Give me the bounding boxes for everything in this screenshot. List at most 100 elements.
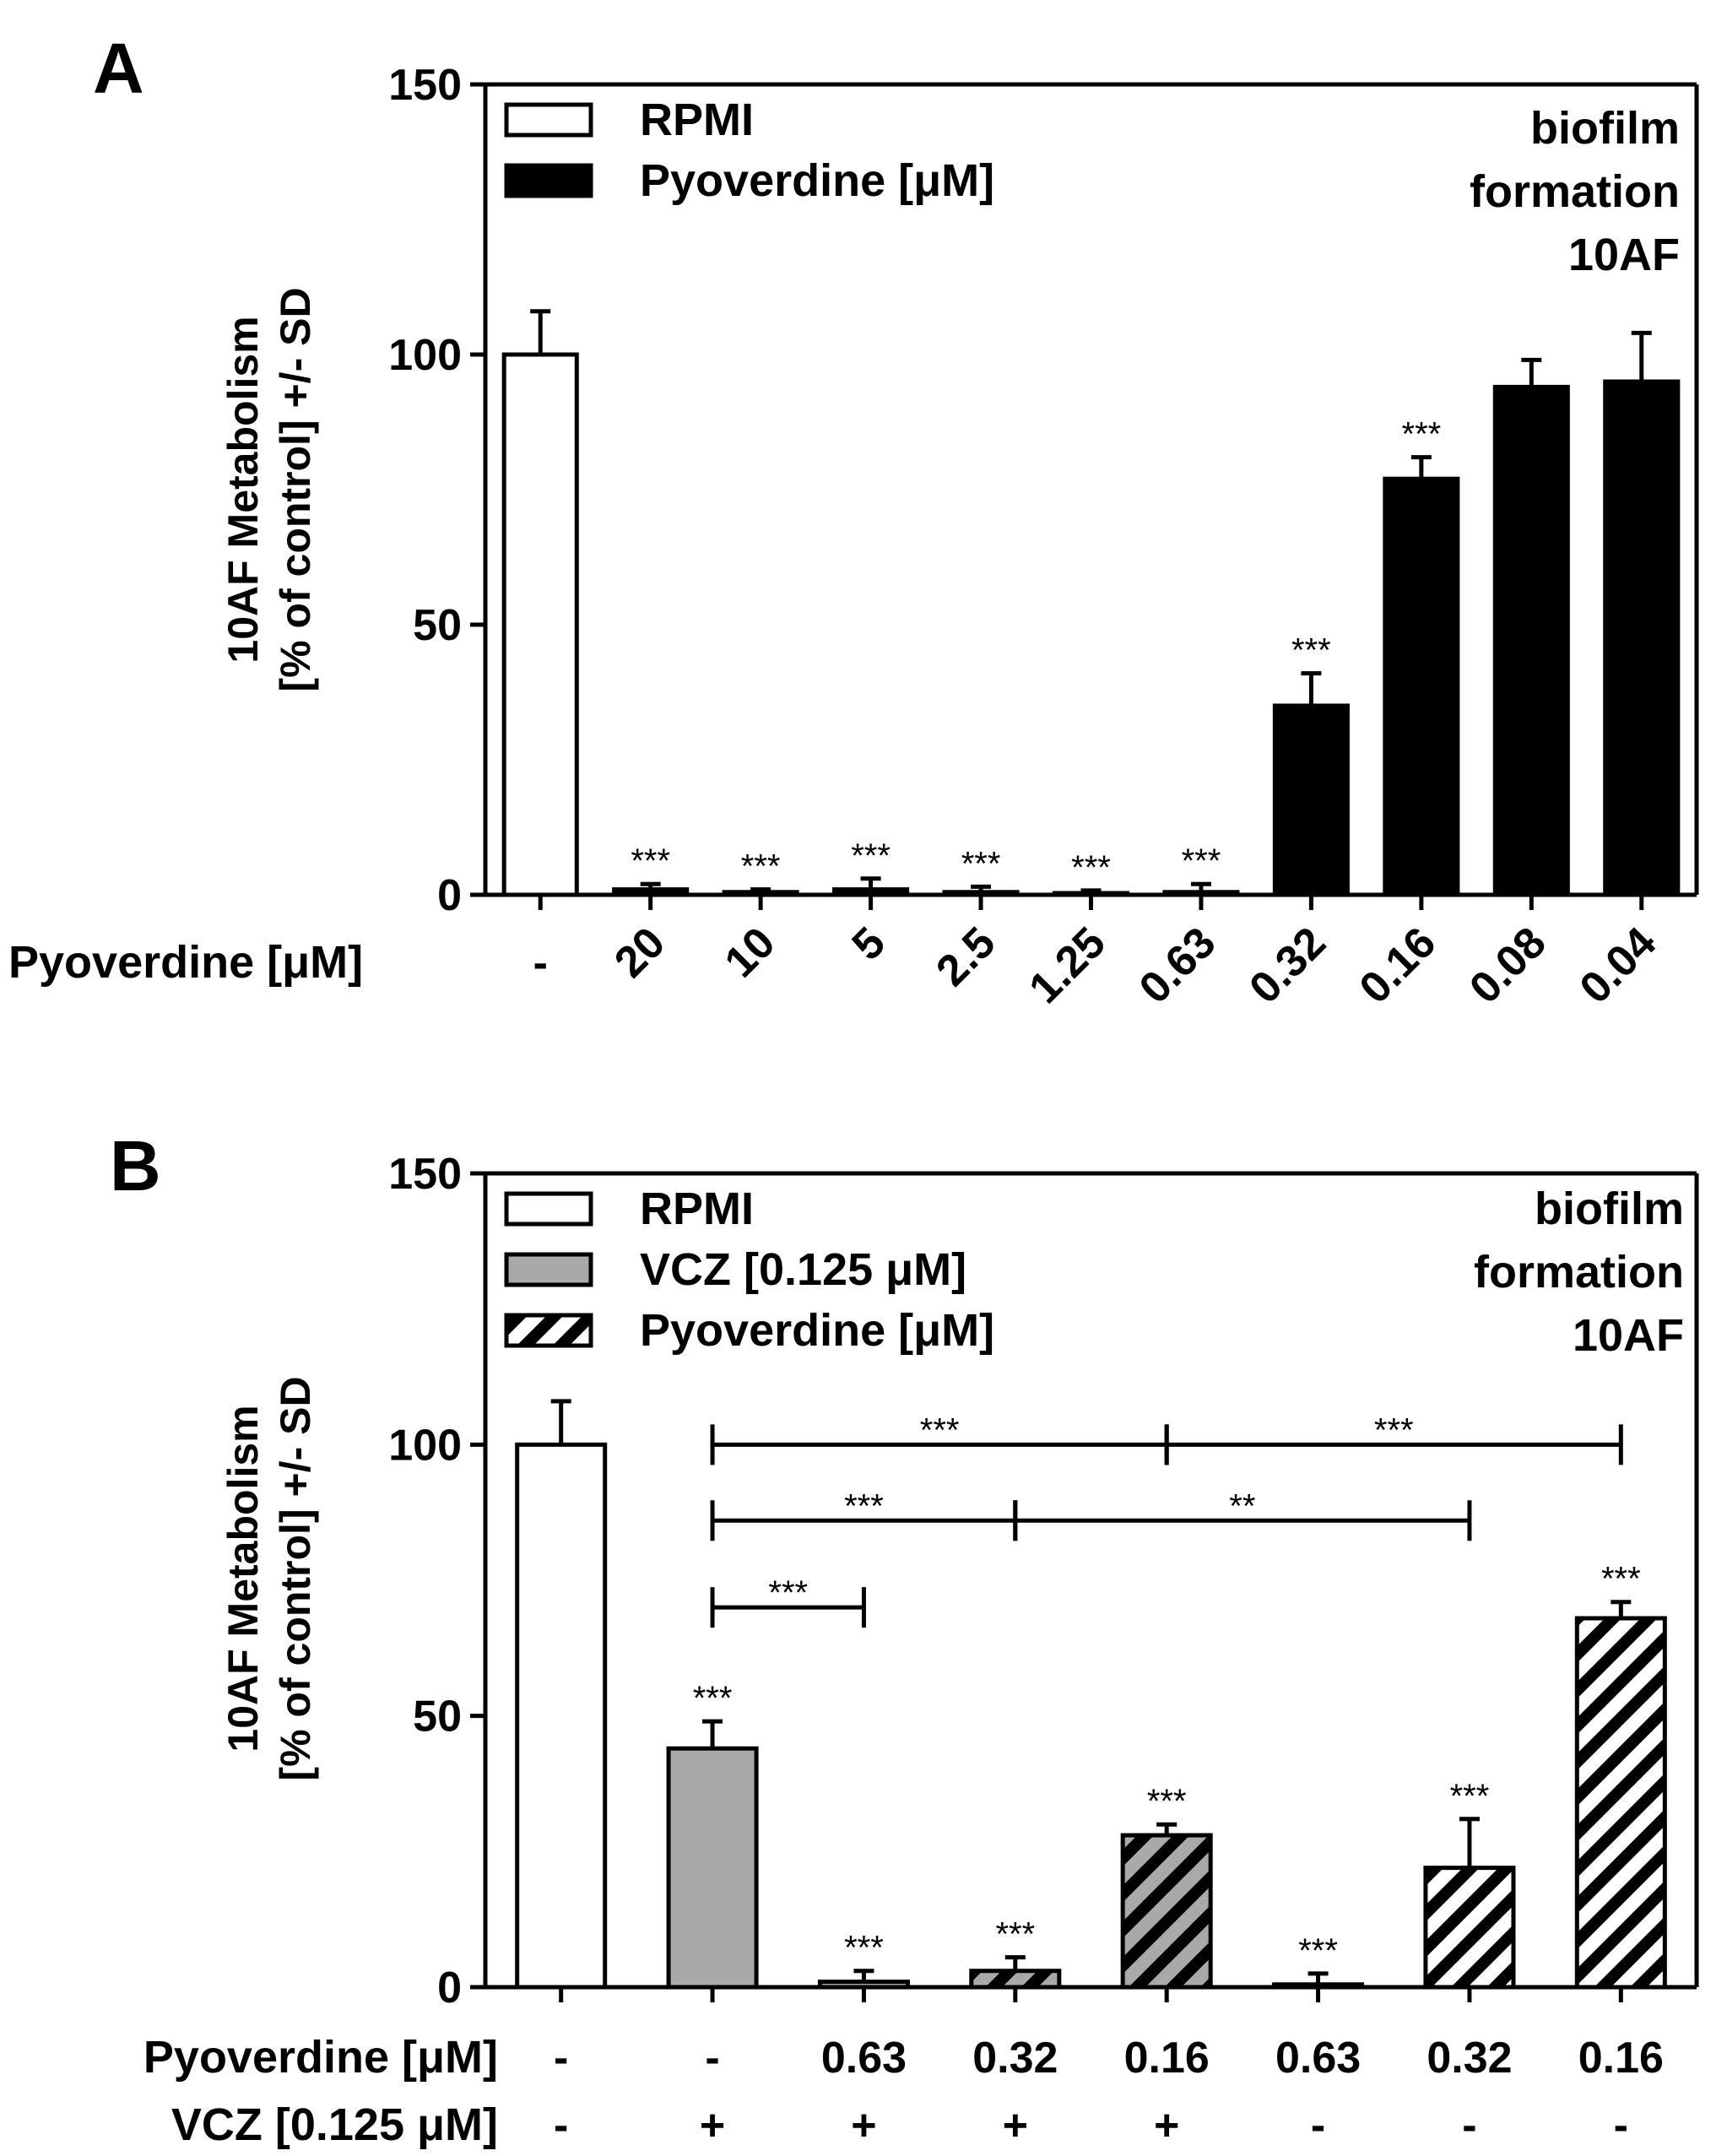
bar-4 <box>1120 1833 1213 1990</box>
condition-value-0-6: 0.32 <box>1427 2034 1512 2083</box>
condition-row-label-0: Pyoverdine [μM] <box>143 2032 498 2083</box>
significance-3: *** <box>851 837 891 875</box>
condition-value-0-3: 0.32 <box>972 2034 1058 2083</box>
condition-value-1-4: + <box>1154 2101 1179 2150</box>
bar-5 <box>1272 1982 1365 1990</box>
panel-b-plot: 0 50 100 150 *** *** *** *** *** *** *** RPMI VCZ [0… <box>143 1150 1699 2150</box>
comparison-label-4: *** <box>768 1574 808 1612</box>
significance-4: *** <box>961 845 1001 882</box>
legend-swatch-0 <box>504 1191 593 1227</box>
y-tick-label-1: 50 <box>413 1693 462 1742</box>
bar-3 <box>832 887 910 897</box>
panel-b-ylabel-line2: [% of control] +/- SD <box>272 1376 319 1780</box>
annotation-line-0: biofilm <box>1535 1184 1684 1234</box>
legend-swatch-2 <box>504 1313 593 1348</box>
condition-value-0-0: - <box>554 2034 568 2083</box>
panel-b: B 10AF Metabolism [% of control] +/- SD … <box>110 1126 1699 2150</box>
bar-6 <box>1423 1866 1516 1990</box>
annotation-line-0: biofilm <box>1530 103 1680 154</box>
x-category-8: 0.16 <box>1351 918 1446 1013</box>
significance-6: *** <box>1450 1778 1490 1815</box>
significance-7: *** <box>1601 1561 1641 1598</box>
x-category-2: 10 <box>716 918 785 987</box>
significance-3: *** <box>995 1916 1035 1953</box>
bar-8 <box>1383 476 1460 897</box>
annotation-line-1: formation <box>1474 1247 1684 1297</box>
significance-5: *** <box>1298 1932 1338 1969</box>
x-category-7: 0.32 <box>1240 918 1335 1013</box>
x-category-5: 1.25 <box>1020 918 1115 1013</box>
bar-6 <box>1162 890 1240 897</box>
condition-value-1-1: + <box>700 2101 725 2150</box>
condition-value-1-7: - <box>1614 2101 1628 2150</box>
significance-6: *** <box>1182 842 1221 880</box>
legend-swatch-1 <box>504 163 593 198</box>
significance-5: *** <box>1071 849 1111 886</box>
significance-2: *** <box>844 1930 884 1967</box>
y-tick-label-0: 0 <box>437 1964 462 2012</box>
legend-swatch-0 <box>504 102 593 138</box>
annotation-line-1: formation <box>1470 166 1680 217</box>
y-tick-label-2: 100 <box>388 331 462 380</box>
significance-1: *** <box>693 1680 733 1717</box>
condition-value-1-0: - <box>554 2101 568 2150</box>
x-category-6: 0.63 <box>1130 918 1226 1013</box>
panel-a-plot: 0 50 100 150 *** *** *** *** *** *** *** *** - 20 10 5 2… <box>388 61 1699 1013</box>
comparison-label-2: *** <box>844 1487 884 1525</box>
x-category-0: - <box>533 939 548 988</box>
annotation-line-2: 10AF <box>1573 1310 1684 1361</box>
comparison-label-0: *** <box>920 1411 960 1449</box>
condition-value-0-4: 0.16 <box>1124 2034 1210 2083</box>
panel-b-ylabel: 10AF Metabolism [% of control] +/- SD <box>219 1376 319 1780</box>
annotation-line-2: 10AF <box>1568 230 1680 280</box>
bar-7 <box>1272 703 1350 897</box>
bar-4 <box>942 890 1020 897</box>
y-tick-label-0: 0 <box>437 871 462 920</box>
panel-a-xlabel: Pyoverdine [μM] <box>8 937 363 988</box>
panel-b-letter: B <box>110 1126 161 1205</box>
condition-value-0-2: 0.63 <box>821 2034 907 2083</box>
condition-value-1-6: - <box>1462 2101 1476 2150</box>
comparison-label-3: ** <box>1229 1487 1255 1525</box>
condition-value-0-1: - <box>705 2034 719 2083</box>
bar-5 <box>1052 891 1130 897</box>
significance-7: *** <box>1291 632 1331 669</box>
x-category-1: 20 <box>605 918 674 987</box>
panel-a-ylabel-line1: 10AF Metabolism <box>219 316 267 663</box>
legend-label-2: Pyoverdine [μM] <box>640 1305 994 1356</box>
bar-9 <box>1492 384 1570 897</box>
panel-a-ylabel-line2: [% of control] +/- SD <box>272 287 319 691</box>
significance-1: *** <box>631 842 670 880</box>
bar-7 <box>1574 1616 1667 1990</box>
condition-row-label-1: VCZ [0.125 μM] <box>171 2099 498 2150</box>
panel-a-ylabel: 10AF Metabolism [% of control] +/- SD <box>219 287 319 691</box>
legend-label-1: Pyoverdine [μM] <box>640 155 994 206</box>
condition-value-1-3: + <box>1003 2101 1028 2150</box>
bar-2 <box>722 890 799 897</box>
bar-0 <box>515 1442 608 1990</box>
condition-value-0-7: 0.16 <box>1578 2034 1664 2083</box>
y-tick-label-3: 150 <box>388 1150 462 1199</box>
bar-2 <box>817 1980 910 1990</box>
legend-label-0: RPMI <box>640 95 754 145</box>
bar-3 <box>969 1969 1062 1990</box>
condition-value-1-5: - <box>1311 2101 1325 2150</box>
panel-b-ylabel-line1: 10AF Metabolism <box>219 1405 267 1752</box>
condition-value-1-2: + <box>851 2101 876 2150</box>
significance-4: *** <box>1147 1783 1187 1820</box>
y-tick-label-2: 100 <box>388 1421 462 1470</box>
significance-8: *** <box>1402 416 1442 453</box>
legend-label-0: RPMI <box>640 1184 754 1234</box>
x-category-9: 0.08 <box>1460 918 1556 1013</box>
legend-label-1: VCZ [0.125 μM] <box>640 1244 966 1295</box>
panel-a-letter: A <box>93 29 144 108</box>
legend-swatch-1 <box>504 1252 593 1287</box>
bar-1 <box>612 887 690 897</box>
y-tick-label-3: 150 <box>388 61 462 110</box>
y-tick-label-1: 50 <box>413 601 462 650</box>
bar-1 <box>666 1746 759 1990</box>
significance-2: *** <box>741 848 781 886</box>
comparison-label-1: *** <box>1374 1411 1414 1449</box>
x-category-10: 0.04 <box>1571 918 1666 1013</box>
